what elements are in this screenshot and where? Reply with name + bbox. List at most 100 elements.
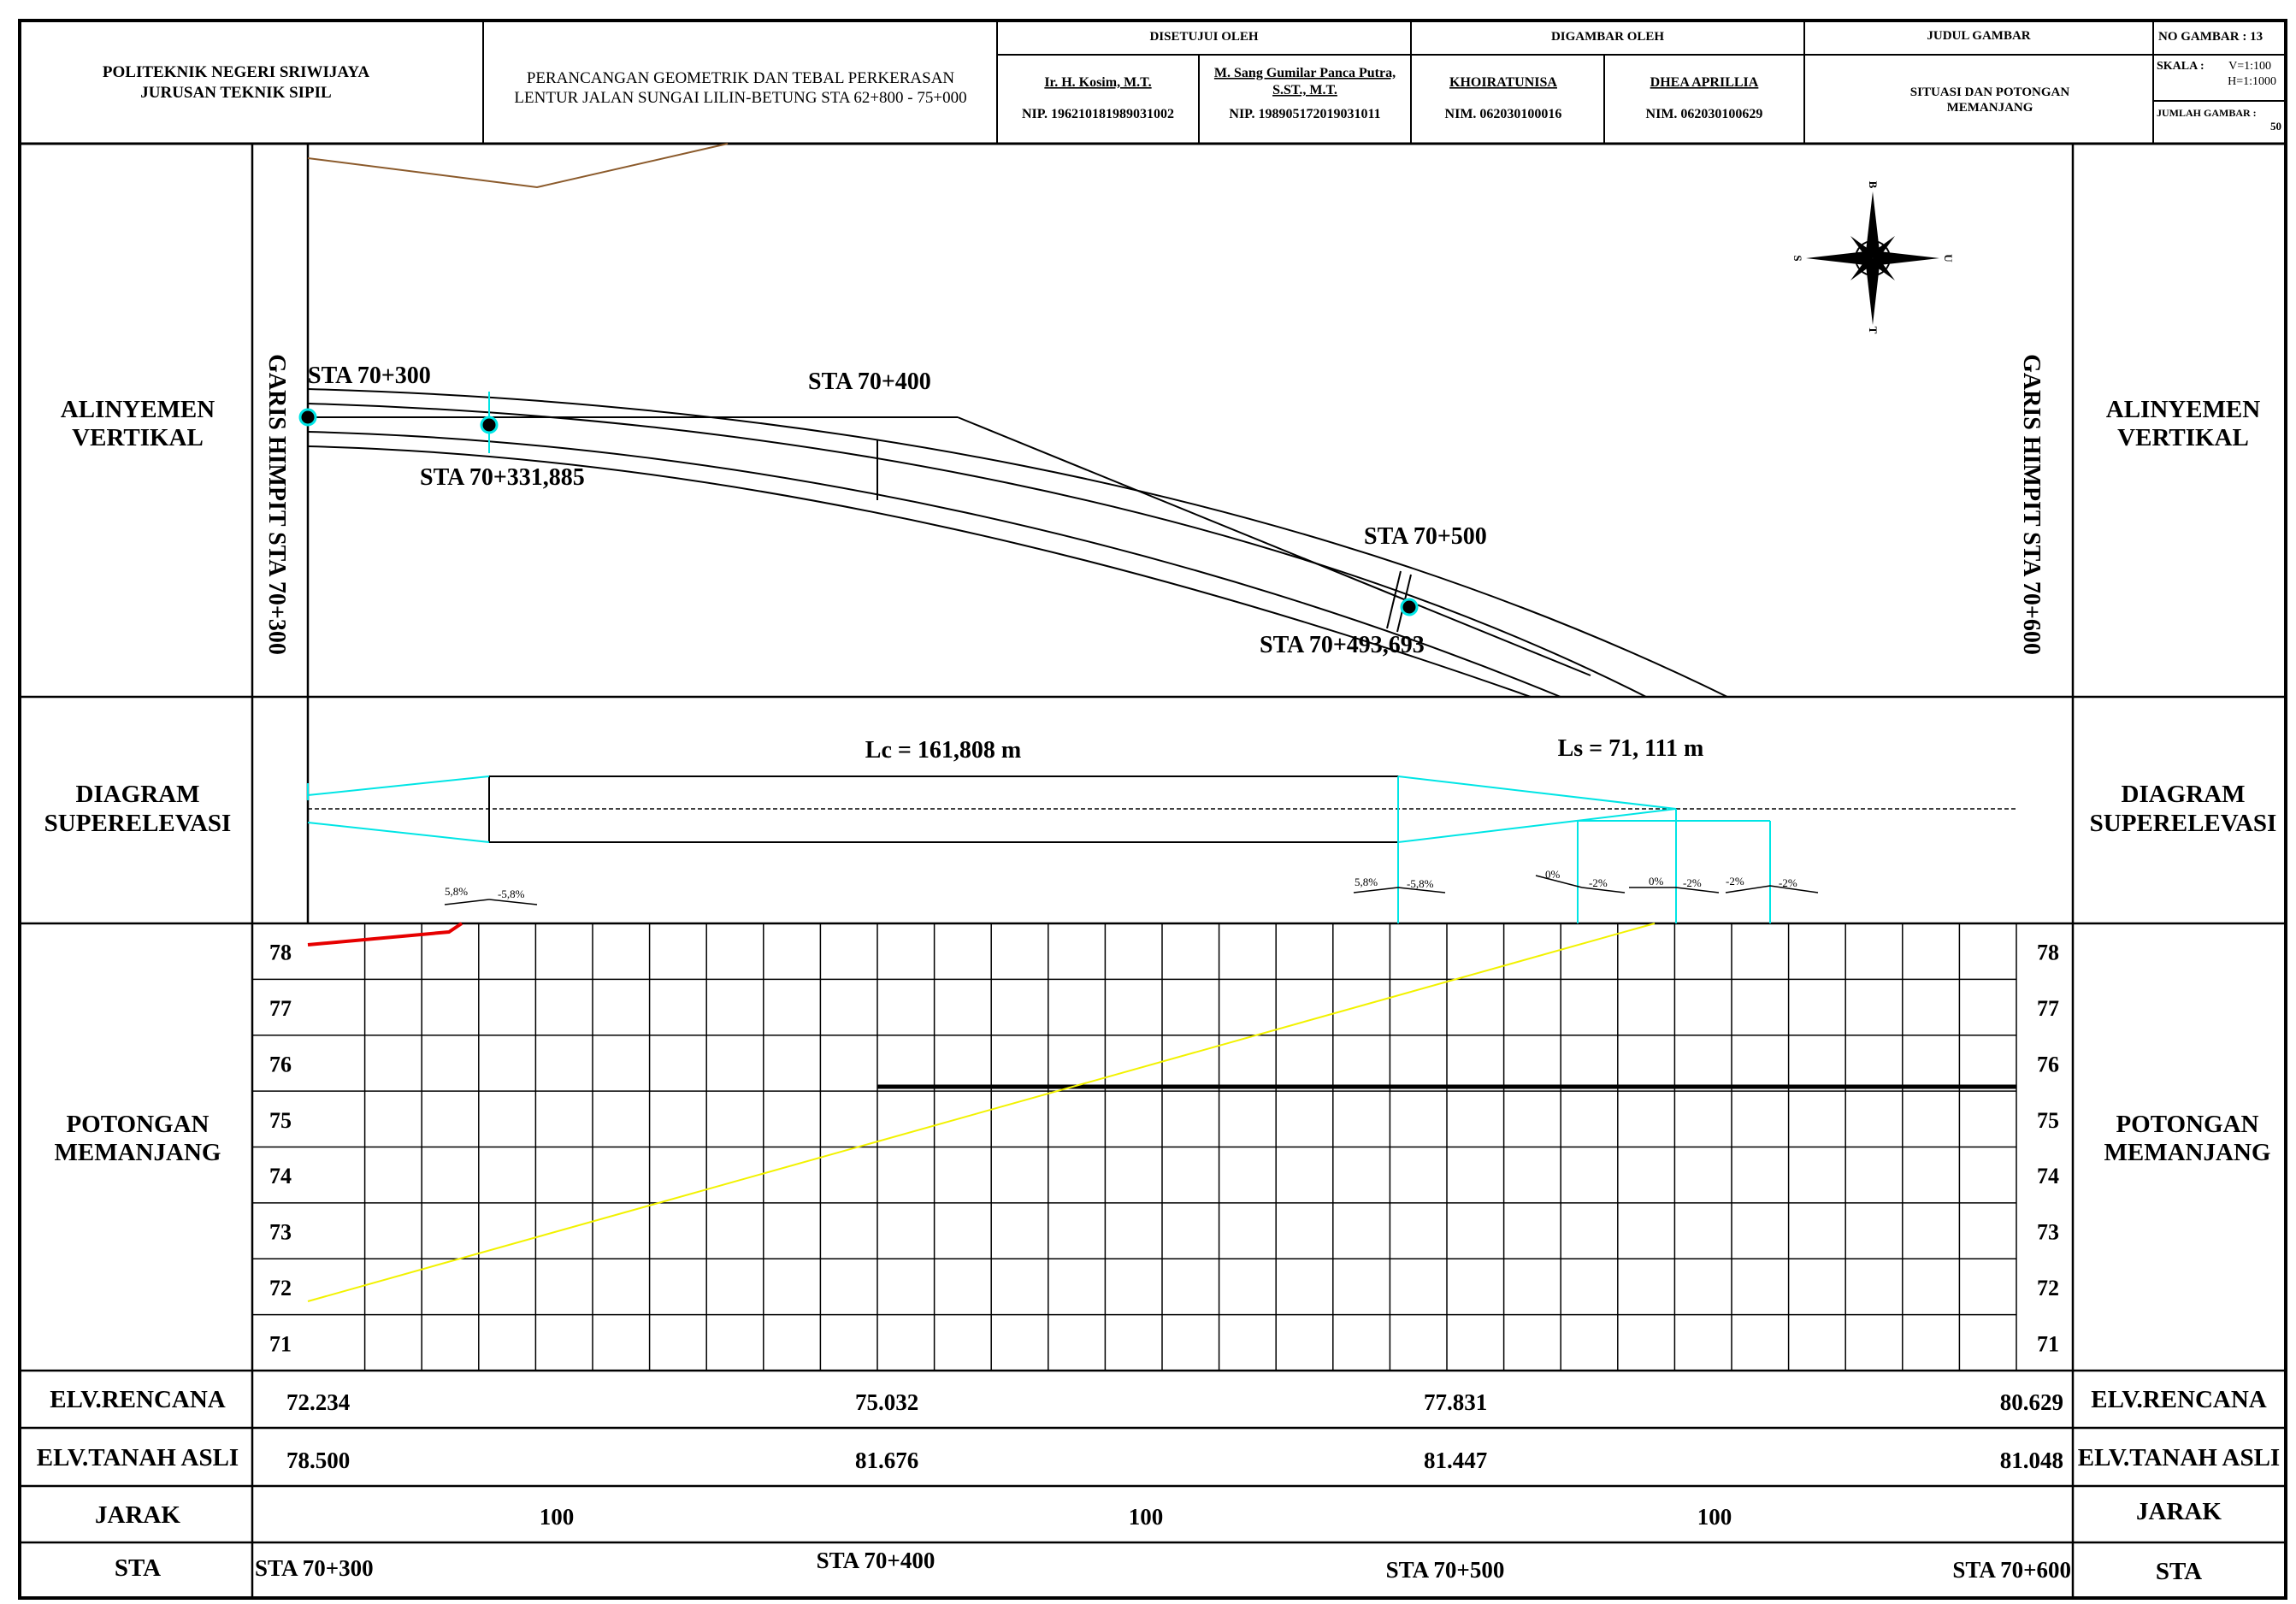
profile-label-right-1: POTONGAN [2116,1111,2258,1138]
drawer1-name: KHOIRATUNISA [1449,75,1557,90]
elv-design-label-left: ELV.RENCANA [50,1386,226,1413]
main-frame [20,144,2286,1598]
profile-lines [307,922,2016,1302]
north-label-top: B [1867,181,1880,189]
north-arrow-icon: B T S U [1791,181,1955,334]
distance-value: 100 [1697,1504,1732,1530]
elv-design-value: 72.234 [286,1389,350,1415]
elevation-tick-left: 76 [269,1052,292,1076]
distance-value: 100 [1129,1504,1164,1530]
project-title-line1: PERANCANGAN GEOMETRIK DAN TEBAL PERKERAS… [527,69,955,87]
point-sta-70-331 [480,416,499,434]
elevation-tick-left: 71 [269,1331,292,1356]
profile-grid [252,923,2017,1371]
match-line-left-label: GARIS HIMPIT STA 70+300 [263,354,290,655]
approver2-nip: NIP. 198905172019031011 [1229,107,1380,121]
superelevation-label-left-2: SUPERELEVASI [44,810,232,837]
approver1-nip: NIP. 196210181989031002 [1022,107,1174,121]
project-title-line2: LENTUR JALAN SUNGAI LILIN-BETUNG STA 62+… [514,89,966,107]
drawing-number: NO GAMBAR : 13 [2158,30,2263,44]
elv-design-value: 77.831 [1424,1389,1487,1415]
elevation-tick-left: 77 [269,996,292,1021]
station-label-right: STA [2156,1558,2202,1585]
sta-label-300: STA 70+300 [308,363,431,389]
title-block-text: POLITEKNIK NEGERI SRIWIJAYA JURUSAN TEKN… [103,29,2281,133]
elevation-tick-right: 74 [2037,1164,2059,1188]
slope-label: 5,8% [445,885,468,898]
drawer2-name: DHEA APRILLIA [1650,75,1759,90]
elevation-tick-right: 77 [2037,996,2059,1021]
sheet-count-label: JUMLAH GAMBAR : [2157,107,2257,119]
scale-label: SKALA : [2157,60,2205,73]
slope-label: -2% [1779,876,1797,889]
match-line-right-label: GARIS HIMPIT STA 70+600 [2018,354,2045,655]
elv-ground-value: 78.500 [286,1448,350,1473]
elv-ground-value: 81.048 [2000,1448,2063,1473]
previous-grade-line [307,922,463,946]
profile-label-left-1: POTONGAN [66,1111,209,1138]
station-value: STA 70+600 [1952,1557,2071,1583]
approved-by-header: DISETUJUI OLEH [1149,30,1258,44]
profile-label-left-2: MEMANJANG [55,1139,221,1166]
plan-view [298,143,1728,923]
alignment-label-right-2: VERTIKAL [2117,424,2249,451]
sta-label-493: STA 70+493,693 [1260,632,1425,658]
row-labels: ALINYEMEN VERTIKAL ALINYEMEN VERTIKAL DI… [37,396,2280,1585]
superelevation-labels: Lc = 161,808 m Ls = 71, 111 m 5,8% -5,8%… [445,735,1797,900]
alignment-label-right-1: ALINYEMEN [2106,396,2261,423]
superelevation-label-right-2: SUPERELEVASI [2090,810,2277,837]
match-line-labels: GARIS HIMPIT STA 70+300 GARIS HIMPIT STA… [263,354,2045,655]
slope-label: -5,8% [498,888,525,900]
tangent-line-2 [957,416,1591,676]
slope-label: -2% [1683,876,1702,889]
point-sta-70-300 [298,408,317,427]
approver1-name: Ir. H. Kosim, M.T. [1044,75,1151,90]
existing-road-trace [307,143,729,189]
sheet-count: 50 [2270,120,2281,133]
north-label-left: S [1791,255,1804,261]
sta-label-500: STA 70+500 [1364,523,1487,550]
slope-label: -2% [1589,876,1608,889]
superelevation-diagram [307,775,2016,923]
elv-design-label-right: ELV.RENCANA [2091,1386,2267,1413]
distance-label-left: JARAK [95,1501,180,1529]
sta-label-400: STA 70+400 [808,369,931,395]
elevation-tick-left: 72 [269,1276,292,1300]
scale-vertical: V=1:100 [2228,60,2271,73]
north-label-bottom: T [1867,327,1880,334]
elevation-tick-right: 78 [2037,941,2059,965]
alignment-label-left-1: ALINYEMEN [61,396,215,423]
station-value: STA 70+500 [1386,1557,1505,1583]
elv-ground-value: 81.676 [855,1448,918,1473]
station-label-left: STA [115,1554,161,1582]
elv-ground-label-left: ELV.TANAH ASLI [37,1444,239,1471]
sta-label-331: STA 70+331,885 [420,464,585,491]
elevation-ticks: 78 78 77 77 76 76 75 75 74 74 73 73 72 72 71 71 [269,941,2059,1357]
station-value: STA 70+300 [255,1555,374,1581]
superelevation-label-left-1: DIAGRAM [76,781,200,808]
ground-line [307,923,1656,1302]
elevation-tick-left: 73 [269,1220,292,1245]
title-block [18,19,2287,1600]
drawing-title-line2: MEMANJANG [1947,101,2033,115]
slope-label: 5,8% [1355,876,1378,888]
slope-label: 0% [1545,868,1561,881]
department-name: JURUSAN TEKNIK SIPIL [140,84,331,102]
drawer2-nim: NIM. 062030100629 [1646,107,1763,121]
plan-labels: STA 70+300 STA 70+400 STA 70+331,885 STA… [308,363,1487,658]
data-table: 72.234 75.032 77.831 80.629 78.500 81.67… [255,1389,2071,1583]
elevation-tick-right: 73 [2037,1220,2059,1245]
distance-label-right: JARAK [2136,1498,2222,1525]
elevation-tick-right: 76 [2037,1052,2059,1076]
sta-500-marker-a [1386,570,1402,629]
elv-design-value: 75.032 [855,1389,918,1415]
elevation-tick-left: 75 [269,1108,292,1133]
distance-value: 100 [540,1504,575,1530]
institution-name: POLITEKNIK NEGERI SRIWIJAYA [103,63,369,81]
elv-ground-value: 81.447 [1424,1448,1487,1473]
elv-design-value: 80.629 [2000,1389,2063,1415]
drawing-title-header: JUDUL GAMBAR [1927,29,2030,43]
elevation-tick-right: 72 [2037,1276,2059,1300]
station-value: STA 70+400 [817,1548,936,1573]
